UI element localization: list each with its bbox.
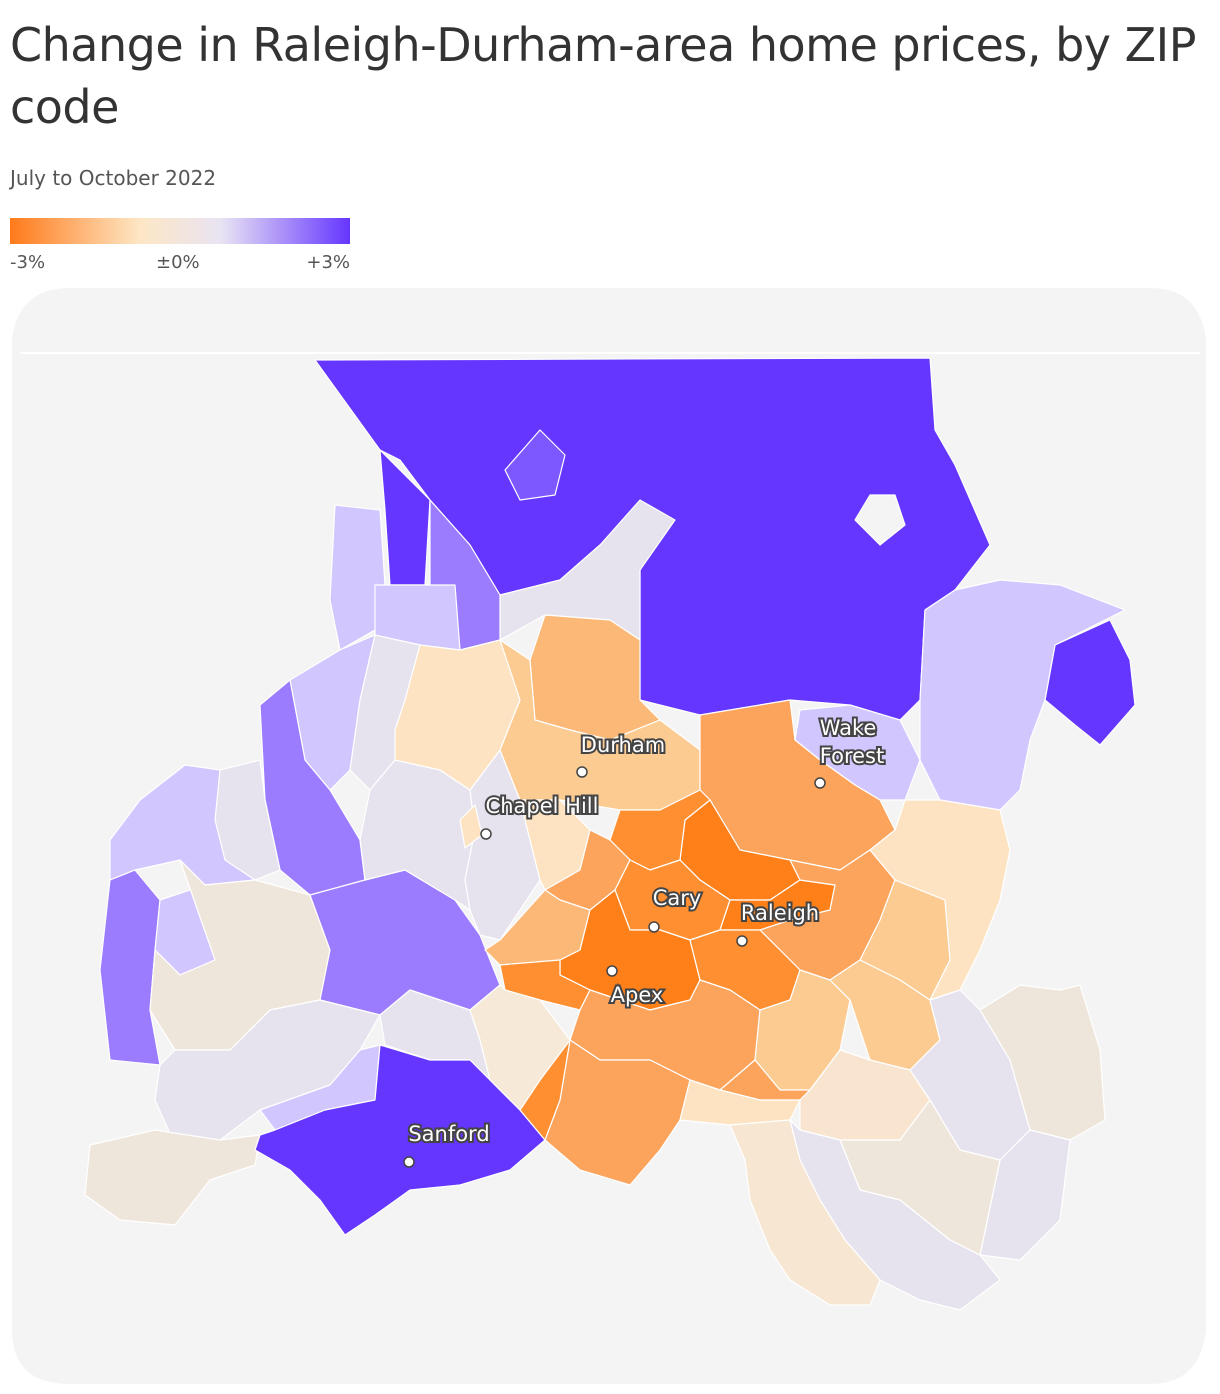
zip-region <box>499 499 676 641</box>
legend-label-max: +3% <box>306 252 350 273</box>
city-label-durham: Durham <box>581 733 665 757</box>
zip-region <box>869 799 1011 1001</box>
page-title: Change in Raleigh-Durham-area home price… <box>10 18 1196 134</box>
city-label-cary: Cary <box>653 886 702 910</box>
zip-region <box>84 1129 261 1226</box>
zip-regions <box>84 357 1136 1311</box>
city-dot-raleigh <box>736 935 748 947</box>
color-legend: -3% ±0% +3% <box>10 218 350 273</box>
city-dot-cary <box>648 921 660 933</box>
city-label-apex: Apex <box>611 983 664 1007</box>
zip-choropleth-map: Durham Wake Forest Chapel Hill Cary Ralei… <box>10 288 1208 1384</box>
city-label-raleigh: Raleigh <box>741 901 819 925</box>
page-subtitle: July to October 2022 <box>10 166 217 190</box>
legend-label-mid: ±0% <box>156 252 200 273</box>
city-dot-chapel-hill <box>480 828 492 840</box>
legend-label-min: -3% <box>10 252 46 273</box>
zip-region <box>504 429 566 501</box>
city-label-wake-forest: Wake Forest <box>820 716 885 768</box>
zip-region <box>99 869 161 1066</box>
city-dot-apex <box>606 965 618 977</box>
zip-region <box>214 759 281 881</box>
city-dot-durham <box>576 766 588 778</box>
legend-gradient-bar <box>10 218 350 244</box>
zip-region <box>1044 619 1136 746</box>
city-markers: Durham Wake Forest Chapel Hill Cary Ralei… <box>403 714 886 1168</box>
zip-region <box>729 1119 881 1306</box>
zip-region <box>469 984 571 1111</box>
zip-region <box>979 984 1106 1141</box>
city-dot-sanford <box>403 1156 415 1168</box>
city-label-sanford: Sanford <box>408 1122 489 1146</box>
city-label-chapel-hill: Chapel Hill <box>486 794 599 818</box>
city-dot-wake-forest <box>814 777 826 789</box>
zip-region <box>854 494 906 546</box>
zip-region <box>919 579 1126 811</box>
map-svg: Durham Wake Forest Chapel Hill Cary Ralei… <box>12 288 1206 1384</box>
